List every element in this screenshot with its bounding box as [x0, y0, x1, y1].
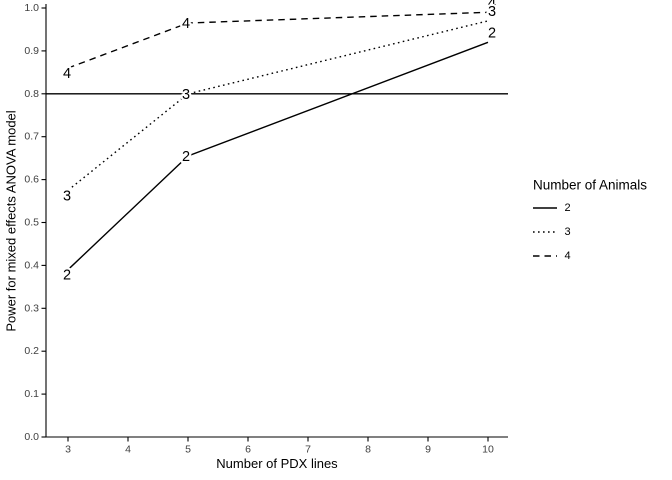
series-line-3 — [67, 20, 489, 191]
x-tick-label: 8 — [365, 444, 371, 456]
point-label-3: 3 — [63, 188, 71, 204]
y-tick-label: 0.2 — [24, 345, 39, 357]
series-line-2 — [67, 41, 489, 271]
x-tick-label: 4 — [125, 444, 131, 456]
y-tick-label: 0.0 — [24, 431, 39, 443]
y-tick-label: 1.0 — [24, 2, 39, 14]
legend-entries: 2 3 4 — [533, 202, 571, 262]
series-line-4 — [67, 11, 489, 69]
legend-label-3: 3 — [565, 226, 571, 238]
x-axis-title: Number of PDX lines — [216, 456, 338, 471]
x-tick-label: 10 — [482, 444, 494, 456]
y-tick-label: 0.4 — [24, 259, 39, 271]
y-tick-label: 0.6 — [24, 174, 39, 186]
x-tick-label: 6 — [245, 444, 251, 456]
x-tick-label: 5 — [185, 444, 191, 456]
axes: 0.00.10.20.30.40.50.60.70.80.91.03 4 5 6 7 8 9… — [24, 2, 508, 456]
point-label-2: 2 — [182, 149, 190, 165]
legend: Number of Animals 2 3 4 — [533, 178, 647, 262]
y-tick-label: 0.9 — [24, 45, 39, 57]
y-tick-label: 0.7 — [24, 131, 39, 143]
point-label-2: 2 — [63, 268, 71, 284]
x-tick-label: 7 — [305, 444, 311, 456]
y-tick-label: 0.5 — [24, 217, 39, 229]
point-label-4: 4 — [488, 0, 496, 11]
point-label-4: 4 — [182, 16, 190, 32]
y-axis-title: Power for mixed effects ANOVA model — [4, 110, 19, 331]
legend-title: Number of Animals — [533, 178, 647, 193]
x-tick-label: 9 — [425, 444, 431, 456]
y-tick-label: 0.8 — [24, 88, 39, 100]
y-tick-label: 0.3 — [24, 302, 39, 314]
legend-label-4: 4 — [565, 250, 571, 262]
legend-label-2: 2 — [565, 202, 571, 214]
point-label-4: 4 — [63, 66, 71, 82]
point-label-3: 3 — [182, 87, 190, 103]
point-label-3: 3 — [488, 4, 496, 20]
x-tick-label: 3 — [65, 444, 71, 456]
y-tick-label: 0.1 — [24, 388, 39, 400]
point-label-2: 2 — [488, 25, 496, 41]
